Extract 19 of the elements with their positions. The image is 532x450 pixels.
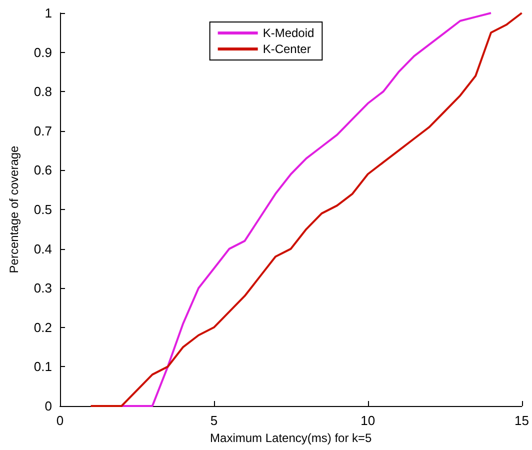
x-tick-label: 15 (514, 413, 530, 428)
x-tick-label: 10 (360, 413, 376, 428)
x-tick-label: 5 (210, 413, 218, 428)
y-tick-label: 1 (44, 6, 52, 20)
y-tick-label: 0.3 (34, 280, 52, 296)
y-tick-label: 0.1 (34, 359, 52, 374)
y-tick-label: 0.2 (34, 320, 52, 335)
y-tick-label: 0.8 (34, 84, 52, 100)
x-tick-label: 0 (56, 413, 64, 428)
y-tick-label: 0.5 (34, 202, 52, 217)
y-tick-label: 0 (44, 398, 52, 414)
y-axis-title: Percentage of coverage (7, 145, 21, 274)
y-tick-label: 0.4 (34, 241, 52, 256)
y-tick-label: 0.6 (34, 162, 52, 178)
legend-label: K-Medoid (262, 26, 314, 40)
y-tick-label: 0.9 (34, 44, 52, 60)
x-axis-title: Maximum Latency(ms) for k=5 (210, 430, 372, 445)
legend-label: K-Center (262, 42, 311, 56)
y-tick-label: 0.7 (34, 123, 52, 138)
